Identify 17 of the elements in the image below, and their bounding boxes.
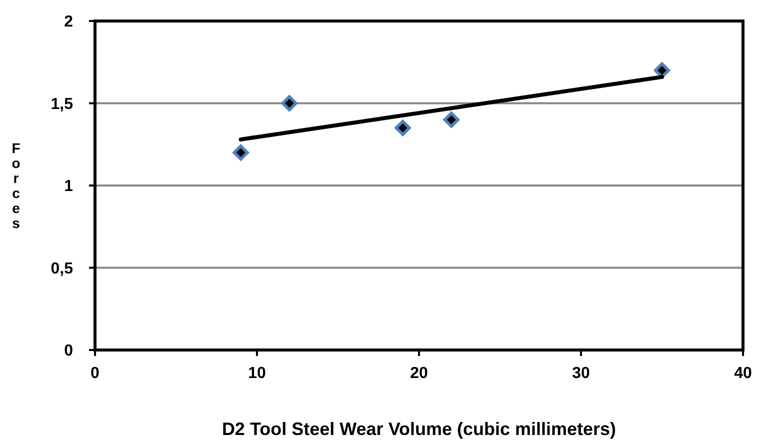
point <box>654 62 670 78</box>
x-tick-label: 10 <box>248 365 266 382</box>
x-tick-label: 0 <box>90 365 100 382</box>
x-tick-label: 40 <box>734 365 752 382</box>
x-tick-label: 30 <box>572 365 590 382</box>
x-axis-title: D2 Tool Steel Wear Volume (cubic millimeters) <box>222 419 616 439</box>
y-tick-label: 0 <box>64 342 74 360</box>
point <box>281 95 298 112</box>
y-tick-label: 0,5 <box>50 260 74 278</box>
x-tick-label: 20 <box>410 365 428 382</box>
y-tick-label: 2 <box>64 14 74 31</box>
point <box>394 120 411 136</box>
y-tick-label: 1,5 <box>50 96 74 113</box>
point <box>443 112 460 128</box>
y-tick-label: 1 <box>64 178 74 196</box>
y-axis-title: Forces <box>12 140 21 231</box>
point <box>232 144 249 161</box>
